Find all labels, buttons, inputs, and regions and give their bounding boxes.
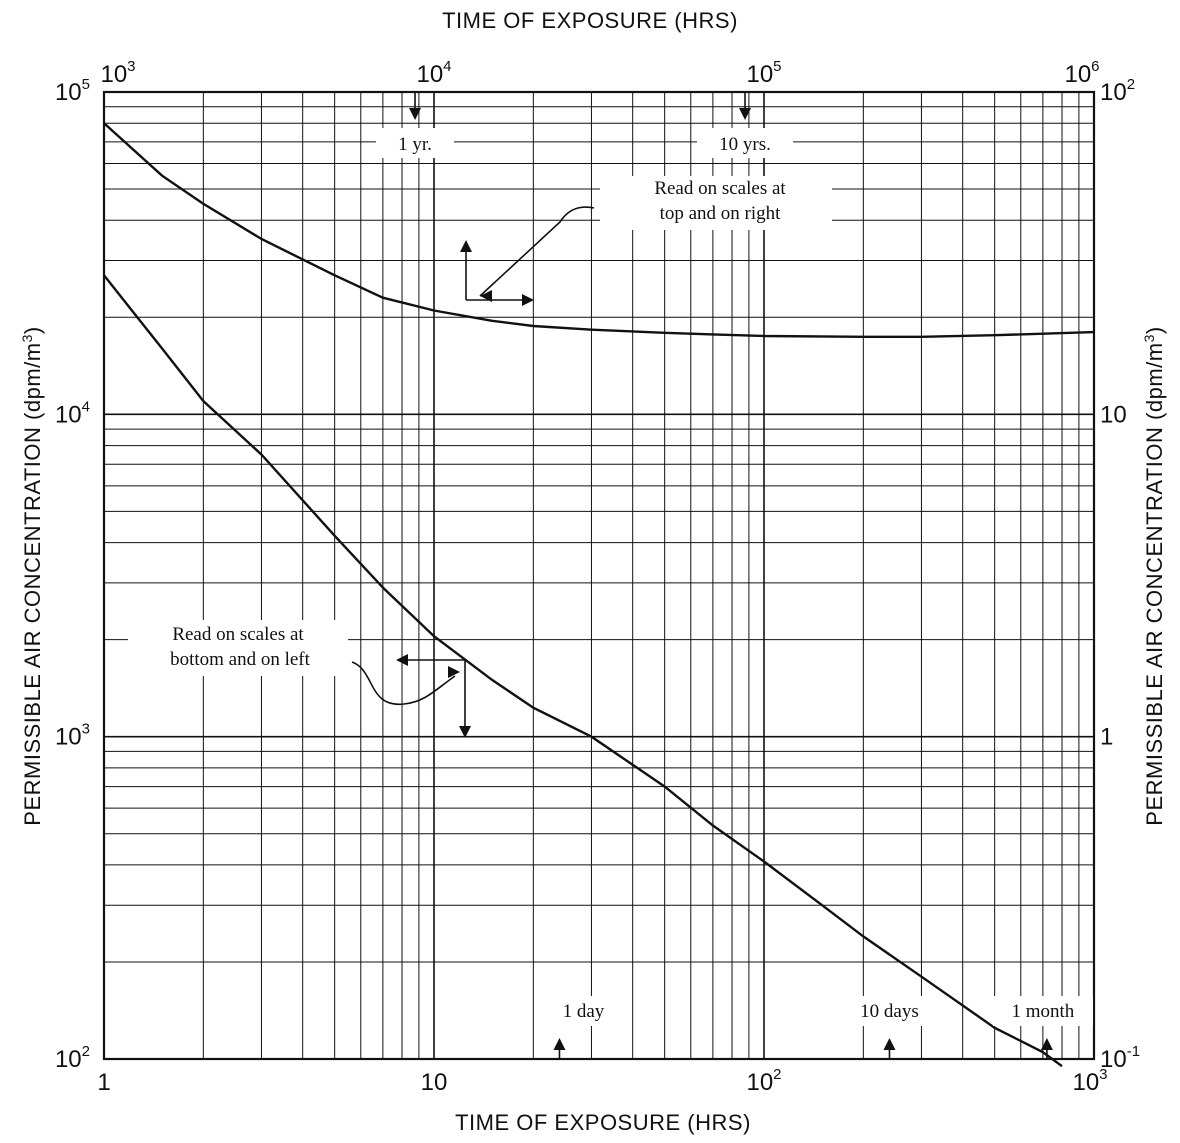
x-tick-label-top-exponent: 4 bbox=[443, 58, 451, 75]
x-tick-label-bottom-base: 10 bbox=[1072, 1069, 1099, 1096]
y-axis-title-left-sup: 3 bbox=[19, 334, 35, 342]
y-tick-label-right-base: 10 bbox=[1100, 79, 1127, 106]
curve-top-right bbox=[103, 122, 1095, 338]
note-bottom-left-line2: bottom and on left bbox=[170, 649, 311, 670]
x-tick-label-top-base: 10 bbox=[1064, 61, 1091, 88]
note-top-right-arrow-right-head bbox=[522, 294, 534, 306]
grid bbox=[103, 92, 1094, 1060]
bottom-marker-arrowhead bbox=[553, 1038, 566, 1050]
y-tick-label-right-exponent: 2 bbox=[1127, 76, 1135, 93]
y-axis-title-right-sup: 3 bbox=[1141, 334, 1157, 342]
note-bottom-left-arrow-down-head bbox=[459, 726, 471, 738]
y-tick-label-left: 104 bbox=[55, 398, 90, 428]
x-tick-label-bottom-exponent: 2 bbox=[773, 1066, 781, 1083]
x-tick-label-bottom-exponent: 3 bbox=[1099, 1066, 1107, 1083]
note-top-right-line2: top and on right bbox=[660, 203, 782, 224]
x-tick-label-top: 103 bbox=[100, 58, 135, 88]
y-tick-label-left: 103 bbox=[55, 721, 90, 751]
curve-bottom-left bbox=[103, 274, 1063, 1068]
note-bottom-left-leader-head bbox=[448, 666, 460, 678]
top-marker-label: 10 yrs. bbox=[719, 134, 771, 155]
y-axis-title-left-main: PERMISSIBLE AIR CONCENTRATION (dpm/m bbox=[20, 342, 45, 825]
x-tick-label-top-exponent: 6 bbox=[1091, 58, 1099, 75]
x-axis-title-bottom: TIME OF EXPOSURE (HRS) bbox=[455, 1110, 751, 1135]
x-tick-label-bottom: 1 bbox=[97, 1069, 110, 1096]
x-tick-label-bottom: 10 bbox=[421, 1069, 448, 1096]
x-tick-label-top: 104 bbox=[416, 58, 451, 88]
y-axis-title-right-close: ) bbox=[1142, 326, 1167, 334]
top-marker-arrowhead bbox=[739, 108, 752, 120]
y-tick-label-right-base: 1 bbox=[1100, 724, 1113, 751]
y-tick-label-left-base: 10 bbox=[55, 1046, 82, 1073]
y-tick-label-left: 105 bbox=[55, 76, 90, 106]
note-top-right-line1: Read on scales at bbox=[654, 178, 786, 199]
curves bbox=[103, 122, 1095, 1068]
note-bottom-left-leader bbox=[351, 661, 456, 705]
y-tick-label-right: 10-1 bbox=[1100, 1043, 1140, 1073]
y-tick-label-right-base: 10 bbox=[1100, 1046, 1127, 1073]
y-tick-label-left: 102 bbox=[55, 1043, 90, 1073]
note-bottom-left-line1: Read on scales at bbox=[172, 624, 304, 645]
x-tick-label-bottom-base: 10 bbox=[421, 1069, 448, 1096]
top-marker-label: 1 yr. bbox=[398, 134, 432, 155]
y-tick-label-left-exponent: 5 bbox=[82, 76, 90, 93]
x-tick-label-bottom-base: 1 bbox=[97, 1069, 110, 1096]
x-tick-label-bottom-base: 10 bbox=[746, 1069, 773, 1096]
y-tick-label-left-base: 10 bbox=[55, 401, 82, 428]
x-tick-label-top-base: 10 bbox=[746, 61, 773, 88]
x-tick-label-top: 106 bbox=[1064, 58, 1099, 88]
x-tick-label-top-base: 10 bbox=[416, 61, 443, 88]
x-tick-label-top: 105 bbox=[746, 58, 781, 88]
x-tick-label-top-base: 10 bbox=[100, 61, 127, 88]
x-tick-label-top-exponent: 5 bbox=[773, 58, 781, 75]
y-tick-label-left-exponent: 4 bbox=[82, 398, 90, 415]
bottom-marker-label-background bbox=[992, 996, 1093, 1026]
x-tick-label-bottom: 102 bbox=[746, 1066, 781, 1096]
y-axis-title-left-close: ) bbox=[20, 326, 45, 334]
note-bottom-left-background bbox=[128, 620, 348, 676]
x-axis-title-top: TIME OF EXPOSURE (HRS) bbox=[442, 8, 738, 33]
y-tick-label-left-exponent: 3 bbox=[82, 721, 90, 738]
y-axis-title-right: PERMISSIBLE AIR CONCENTRATION (dpm/m3) bbox=[1141, 326, 1167, 825]
top-marker-arrowhead bbox=[409, 108, 422, 120]
y-tick-label-left-base: 10 bbox=[55, 724, 82, 751]
bottom-marker-label: 10 days bbox=[860, 1001, 919, 1022]
bottom-marker-arrowhead bbox=[1040, 1038, 1053, 1050]
bottom-marker-label-background bbox=[548, 996, 619, 1026]
x-tick-label-bottom: 103 bbox=[1072, 1066, 1107, 1096]
x-tick-label-top-exponent: 3 bbox=[127, 58, 135, 75]
y-tick-label-left-base: 10 bbox=[55, 79, 82, 106]
top-marker-label-background bbox=[697, 128, 794, 158]
note-top-right-arrow-up-head bbox=[460, 240, 472, 252]
top-marker-label-background bbox=[376, 128, 455, 158]
bottom-marker-label: 1 day bbox=[563, 1001, 605, 1022]
y-tick-label-left-exponent: 2 bbox=[82, 1043, 90, 1060]
bottom-marker-label-background bbox=[841, 996, 938, 1026]
bottom-marker-label: 1 month bbox=[1012, 1001, 1075, 1022]
y-tick-label-right: 10 bbox=[1100, 401, 1127, 428]
note-top-right-background bbox=[600, 176, 832, 230]
bottom-marker-arrowhead bbox=[883, 1038, 896, 1050]
note-top-right-leader-head bbox=[480, 290, 492, 302]
note-top-right-leader bbox=[479, 206, 595, 297]
y-axis-title-right-main: PERMISSIBLE AIR CONCENTRATION (dpm/m bbox=[1142, 342, 1167, 825]
y-tick-label-right-exponent: -1 bbox=[1127, 1043, 1140, 1060]
note-bottom-left-arrow-left-head bbox=[396, 654, 408, 666]
y-tick-label-right-base: 10 bbox=[1100, 401, 1127, 428]
y-tick-label-right: 102 bbox=[1100, 76, 1135, 106]
annotations: 1 yr. 10 yrs. 1 day 10 days 1 month Read on s… bbox=[128, 92, 1093, 1059]
y-axis-title-left: PERMISSIBLE AIR CONCENTRATION (dpm/m3) bbox=[19, 326, 45, 825]
y-tick-label-right: 1 bbox=[1100, 724, 1113, 751]
plot-frame bbox=[102, 90, 1096, 1061]
